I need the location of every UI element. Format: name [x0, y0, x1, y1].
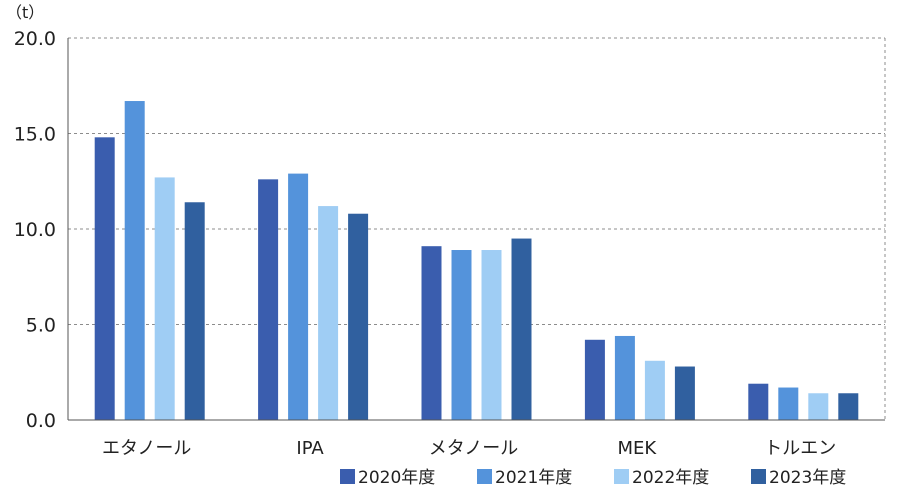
legend-swatch: [340, 469, 355, 484]
bar: [184, 202, 205, 420]
bar: [154, 177, 175, 420]
y-tick-label: 5.0: [26, 315, 56, 337]
bar: [481, 250, 502, 420]
y-tick-labels: 0.0 5.0 10.0 15.0 20.0: [14, 28, 56, 432]
bar: [808, 393, 829, 420]
y-tick-label: 10.0: [14, 219, 56, 241]
bar: [288, 173, 309, 420]
unit-label: （t）: [6, 3, 44, 22]
bar: [348, 213, 369, 420]
bar: [778, 387, 799, 420]
bar: [258, 179, 279, 420]
legend-swatch: [751, 469, 766, 484]
category-label: IPA: [296, 438, 324, 459]
bar: [614, 335, 635, 420]
gridlines: [68, 37, 886, 420]
legend-label: 2021年度: [495, 468, 572, 488]
bar: [584, 339, 605, 420]
bar: [838, 393, 859, 420]
category-label: メタノール: [429, 438, 518, 459]
category-label: トルエン: [764, 438, 836, 459]
bar: [421, 246, 442, 420]
category-label: MEK: [618, 438, 658, 459]
bar: [644, 360, 665, 420]
legend-label: 2020年度: [358, 468, 435, 488]
bars: [94, 101, 859, 420]
bar: [124, 101, 145, 420]
bar: [94, 137, 115, 420]
legend-label: 2023年度: [769, 468, 846, 488]
bar: [748, 383, 769, 420]
legend-label: 2022年度: [632, 468, 709, 488]
y-tick-label: 20.0: [14, 28, 56, 50]
legend-swatch: [477, 469, 492, 484]
category-label: エタノール: [102, 438, 191, 459]
bar: [451, 250, 472, 420]
legend: 2020年度 2021年度 2022年度 2023年度: [340, 468, 846, 488]
bar: [511, 238, 532, 420]
legend-swatch: [614, 469, 629, 484]
bar: [318, 206, 339, 420]
y-tick-label: 0.0: [26, 410, 56, 432]
category-labels: エタノール IPA メタノール MEK トルエン: [102, 438, 836, 459]
axes: [67, 38, 885, 421]
y-tick-label: 15.0: [14, 124, 56, 146]
bar: [674, 366, 695, 420]
